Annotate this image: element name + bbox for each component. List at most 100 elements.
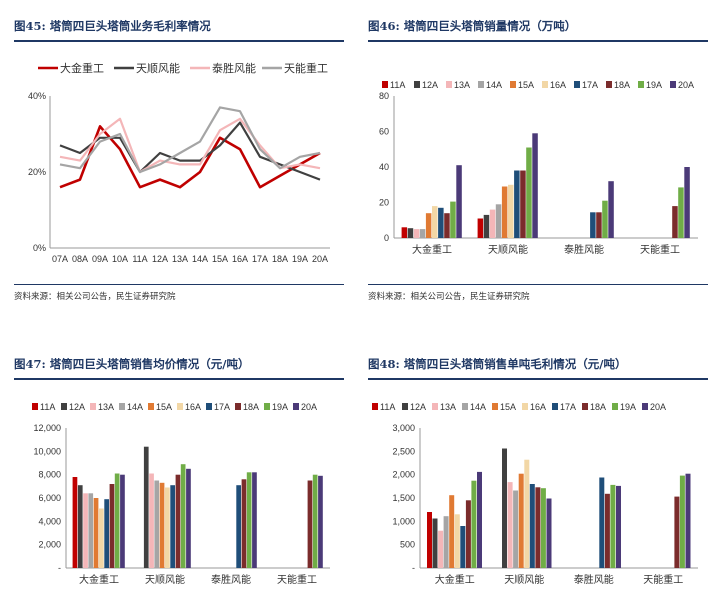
bar-天顺风能-17A <box>170 485 175 568</box>
legend-label-大金重工: 大金重工 <box>60 61 104 75</box>
fig46-title-rule <box>368 40 708 42</box>
bar-泰胜风能-19A <box>246 472 252 568</box>
bar-天顺风能-14A <box>513 490 519 568</box>
bar-天能重工-18A <box>307 480 313 568</box>
legend-swatch-18A <box>235 403 241 410</box>
x-tick-label: 13A <box>172 254 188 264</box>
bar-泰胜风能-17A <box>236 485 241 568</box>
bar-天顺风能-17A <box>529 484 535 568</box>
legend-swatch-11A <box>382 81 388 88</box>
y-tick-label: 2,500 <box>392 446 415 456</box>
legend-swatch-17A <box>552 403 558 410</box>
category-label-泰胜风能: 泰胜风能 <box>564 243 604 256</box>
category-label-大金重工: 大金重工 <box>435 573 475 586</box>
legend-swatch-15A <box>510 81 516 88</box>
legend-swatch-18A <box>606 81 612 88</box>
legend-label-泰胜风能: 泰胜风能 <box>212 61 256 75</box>
panel-fig48: 图48: 塔筒四巨头塔筒销售单吨毛利情况（元/吨） 11A 12A 13A 14A 15… <box>368 352 708 588</box>
bar-泰胜风能-19A <box>610 484 616 568</box>
x-tick-label: 12A <box>152 254 168 264</box>
bar-大金重工-14A <box>419 229 426 238</box>
bar-天顺风能-14A <box>154 480 160 568</box>
legend-label-16A: 16A <box>550 80 566 90</box>
category-label-天顺风能: 天顺风能 <box>504 573 544 586</box>
x-tick-label: 08A <box>72 254 88 264</box>
bar-大金重工-18A <box>109 484 115 568</box>
legend-swatch-11A <box>32 403 38 410</box>
y-tick-label: 2,000 <box>38 540 61 550</box>
bar-大金重工-19A <box>471 480 477 568</box>
fig45-line-chart: 大金重工 天顺风能 泰胜风能 天能重工 0% 20% 40% 07A 08A 09A 10A 11A 1… <box>28 61 330 264</box>
legend-swatch-13A <box>432 403 438 410</box>
legend-swatch-20A <box>642 403 648 410</box>
bar-大金重工-16A <box>432 206 438 238</box>
bar-天能重工-18A <box>674 496 680 568</box>
category-label-天顺风能: 天顺风能 <box>145 573 185 586</box>
category-label-泰胜风能: 泰胜风能 <box>574 573 614 586</box>
y-tick-label: 20% <box>28 167 46 177</box>
series-line-天能重工 <box>59 106 321 174</box>
legend-label-12A: 12A <box>410 402 426 412</box>
bar-天顺风能-12A <box>483 214 490 238</box>
bar-天顺风能-12A <box>502 448 507 568</box>
legend-label-17A: 17A <box>214 402 230 412</box>
legend-swatch-12A <box>61 403 67 410</box>
bar-泰胜风能-17A <box>599 477 605 568</box>
bar-天顺风能-13A <box>507 482 513 568</box>
bar-天顺风能-17A <box>514 170 520 238</box>
legend-label-11A: 11A <box>390 80 405 90</box>
fig45-source: 资料来源：相关公司公告，民生证券研究院 <box>14 292 176 302</box>
bar-天顺风能-16A <box>165 487 170 568</box>
legend-swatch-12A <box>402 403 408 410</box>
bar-泰胜风能-19A <box>602 200 608 238</box>
legend-label-14A: 14A <box>486 80 502 90</box>
x-tick-label: 14A <box>192 254 208 264</box>
bar-天顺风能-19A <box>540 488 546 568</box>
bar-大金重工-15A <box>93 498 99 568</box>
y-tick-label: 80 <box>379 91 389 101</box>
legend-swatch-18A <box>582 403 588 410</box>
fig48-bar-chart: 11A 12A 13A 14A 15A 16A 17A 18A 19A 20A - 500 1,000 1… <box>372 402 698 586</box>
category-label-天顺风能: 天顺风能 <box>488 243 528 256</box>
x-tick-label: 18A <box>272 254 288 264</box>
bar-泰胜风能-20A <box>616 485 621 568</box>
legend-swatch-16A <box>177 403 183 410</box>
bar-天顺风能-18A <box>520 170 526 238</box>
bar-天能重工-18A <box>672 206 678 238</box>
fig46-source: 资料来源：相关公司公告，民生证券研究院 <box>368 292 530 302</box>
fig46-title: 图46: 塔筒四巨头塔筒销量情况（万吨） <box>368 19 577 33</box>
bar-大金重工-18A <box>444 213 450 238</box>
fig46-bar-chart: 11A 12A 13A 14A 15A 16A 17A 18A 19A 20A 0 20 40 60 80 大… <box>379 80 698 256</box>
bar-天能重工-20A <box>685 473 691 568</box>
legend-label-19A: 19A <box>646 80 662 90</box>
legend-swatch-19A <box>264 403 270 410</box>
bar-大金重工-13A <box>83 493 88 568</box>
y-tick-label: 1,000 <box>392 516 415 526</box>
legend-label-20A: 20A <box>650 402 666 412</box>
x-tick-label: 11A <box>132 254 147 264</box>
bar-天能重工-20A <box>318 475 323 568</box>
bar-天顺风能-20A <box>546 498 552 568</box>
legend-label-14A: 14A <box>127 402 143 412</box>
legend-label-11A: 11A <box>40 402 55 412</box>
bar-大金重工-16A <box>99 508 104 568</box>
legend-swatch-14A <box>462 403 468 410</box>
bar-大金重工-20A <box>120 474 125 568</box>
legend-swatch-13A <box>90 403 96 410</box>
bar-大金重工-16A <box>454 514 460 568</box>
y-tick-label: 0% <box>33 243 46 253</box>
y-tick-label: - <box>58 563 61 573</box>
y-tick-label: 1,500 <box>392 493 415 503</box>
bar-天顺风能-13A <box>149 473 154 568</box>
legend-label-19A: 19A <box>620 402 636 412</box>
y-tick-label: 0 <box>384 233 389 243</box>
panel-fig47: 图47: 塔筒四巨头塔筒销售均价情况（元/吨） 11A 12A 13A 14A 15A 1… <box>14 352 344 588</box>
legend-label-18A: 18A <box>614 80 630 90</box>
y-tick-label: 40 <box>379 162 389 172</box>
legend-swatch-17A <box>574 81 580 88</box>
legend-swatch-12A <box>414 81 420 88</box>
legend-swatch-11A <box>372 403 378 410</box>
y-tick-label: - <box>412 563 415 573</box>
legend-label-15A: 15A <box>156 402 172 412</box>
bar-天顺风能-14A <box>495 204 502 238</box>
